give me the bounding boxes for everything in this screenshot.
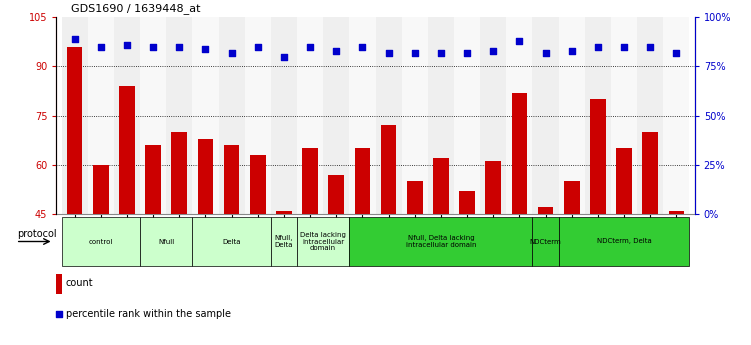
Point (53, 311, 65, 317)
Bar (271, 217, 297, 266)
Bar (297, 217, 349, 266)
Bar (532, 17, 559, 214)
Bar (564, 181, 580, 214)
Bar (166, 17, 192, 214)
Point (68, 36, 80, 42)
Bar (585, 17, 611, 214)
Bar (276, 210, 292, 214)
Bar (119, 86, 135, 214)
Bar (668, 210, 684, 214)
Bar (559, 17, 585, 214)
Bar (328, 175, 344, 214)
Bar (433, 158, 449, 214)
Bar (506, 17, 532, 214)
Bar (93, 165, 109, 214)
Point (592, 44, 604, 49)
Bar (511, 93, 527, 214)
Point (461, 50, 473, 56)
Point (95, 44, 107, 49)
Bar (663, 17, 689, 214)
Bar (590, 99, 606, 214)
Point (514, 38, 526, 43)
Bar (349, 17, 376, 214)
Bar (532, 217, 559, 266)
Point (330, 48, 342, 53)
Point (435, 50, 447, 56)
Bar (192, 17, 219, 214)
Bar (381, 126, 397, 214)
Bar (62, 217, 140, 266)
Text: percentile rank within the sample: percentile rank within the sample (66, 309, 231, 319)
Bar (559, 217, 689, 266)
Bar (171, 132, 187, 214)
Bar (271, 17, 297, 214)
Bar (642, 132, 658, 214)
Bar (349, 217, 532, 266)
Point (566, 48, 578, 53)
Bar (459, 191, 475, 214)
Bar (145, 145, 161, 214)
Bar (250, 155, 266, 214)
Bar (354, 148, 370, 214)
Point (304, 44, 316, 49)
Bar (140, 217, 192, 266)
Bar (637, 17, 663, 214)
Point (173, 44, 185, 49)
Point (252, 44, 264, 49)
Bar (198, 139, 213, 214)
Bar (485, 161, 501, 214)
Point (539, 50, 551, 56)
Bar (428, 17, 454, 214)
Point (671, 50, 683, 56)
Point (225, 50, 237, 56)
Point (200, 46, 212, 51)
Bar (88, 17, 114, 214)
Bar (407, 181, 423, 214)
Point (409, 50, 421, 56)
Text: protocol: protocol (17, 229, 56, 239)
Bar (402, 17, 428, 214)
Bar (114, 17, 140, 214)
Point (487, 48, 499, 53)
Bar (245, 17, 271, 214)
Point (121, 42, 133, 48)
Bar (611, 17, 637, 214)
Bar (219, 17, 245, 214)
Bar (538, 207, 553, 214)
Text: Nfull, Delta lacking
intracellular domain: Nfull, Delta lacking intracellular domai… (406, 235, 476, 248)
Bar (140, 17, 166, 214)
Text: control: control (89, 238, 113, 245)
Text: Nfull,
Delta: Nfull, Delta (275, 235, 293, 248)
Point (278, 54, 290, 59)
Bar (297, 17, 323, 214)
Bar (62, 17, 88, 214)
Bar (454, 17, 480, 214)
Bar (67, 47, 83, 214)
Text: NDCterm, Delta: NDCterm, Delta (596, 238, 651, 245)
Text: Nfull: Nfull (158, 238, 174, 245)
Text: NDCterm: NDCterm (529, 238, 562, 245)
Text: count: count (66, 278, 94, 288)
Point (644, 44, 656, 49)
Text: Delta: Delta (222, 238, 241, 245)
Point (382, 50, 394, 56)
Bar (56, 274, 62, 294)
Bar (480, 17, 506, 214)
Bar (192, 217, 271, 266)
Bar (323, 17, 349, 214)
Bar (224, 145, 240, 214)
Text: Delta lacking
intracellular
domain: Delta lacking intracellular domain (300, 231, 346, 252)
Bar (616, 148, 632, 214)
Bar (376, 17, 402, 214)
Bar (302, 148, 318, 214)
Point (618, 44, 630, 49)
Text: GDS1690 / 1639448_at: GDS1690 / 1639448_at (71, 3, 201, 14)
Point (357, 44, 369, 49)
Point (147, 44, 159, 49)
